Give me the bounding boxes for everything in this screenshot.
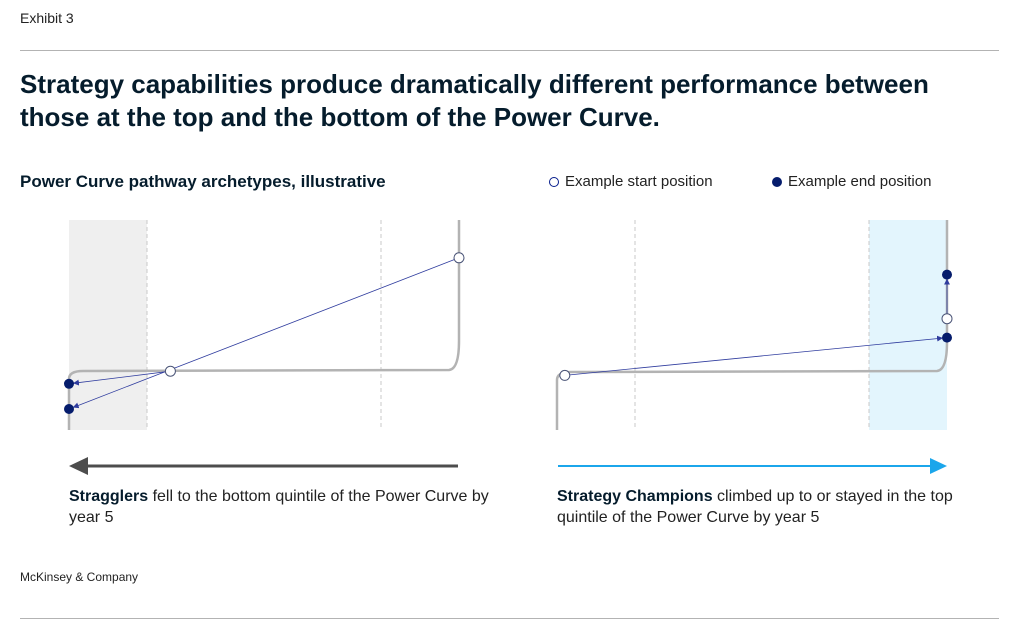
open-circle-icon bbox=[549, 176, 559, 187]
end-position-point bbox=[64, 378, 74, 389]
page-title: Strategy capabilities produce dramatical… bbox=[20, 69, 929, 132]
champions-caption-text: climbed up to or stayed in the top quint… bbox=[557, 488, 953, 526]
footer-brand: McKinsey & Company bbox=[20, 570, 139, 584]
pathway-arrow bbox=[72, 370, 171, 386]
start-position-point bbox=[164, 365, 176, 377]
end-position-point bbox=[942, 269, 952, 280]
end-position-point bbox=[942, 332, 952, 343]
stragglers-chart bbox=[64, 220, 465, 430]
legend-end-label: Example end position bbox=[788, 173, 932, 190]
power-curve bbox=[555, 220, 949, 430]
legend-start: Example start position bbox=[549, 173, 713, 190]
left-direction-arrow-icon bbox=[69, 457, 88, 475]
champions-caption-bold: Strategy Champions bbox=[557, 488, 713, 505]
exhibit-label: Exhibit 3 bbox=[20, 10, 74, 26]
legend-start-label: Example start position bbox=[565, 173, 713, 190]
highlight-band bbox=[69, 220, 147, 430]
power-curve bbox=[67, 220, 461, 430]
champions-chart bbox=[555, 220, 953, 430]
start-position-point bbox=[453, 252, 465, 264]
stragglers-caption: Stragglers fell to the bottom quintile o… bbox=[69, 486, 489, 528]
start-position-point bbox=[941, 313, 953, 325]
champions-caption: Strategy Champions climbed up to or stay… bbox=[557, 486, 977, 528]
right-direction-arrow-icon bbox=[930, 458, 947, 474]
pathway-arrow bbox=[564, 335, 944, 376]
start-position-point bbox=[559, 369, 571, 381]
pathway-arrow bbox=[72, 257, 460, 409]
legend-end: Example end position bbox=[772, 173, 931, 190]
top-divider bbox=[20, 50, 999, 51]
bottom-divider bbox=[20, 618, 999, 619]
stragglers-caption-text: fell to the bottom quintile of the Power… bbox=[69, 488, 489, 526]
stragglers-caption-bold: Stragglers bbox=[69, 488, 149, 505]
end-position-point bbox=[64, 404, 74, 414]
highlight-band bbox=[869, 220, 947, 430]
filled-circle-icon bbox=[772, 176, 782, 187]
chart-subtitle: Power Curve pathway archetypes, illustra… bbox=[20, 172, 386, 191]
